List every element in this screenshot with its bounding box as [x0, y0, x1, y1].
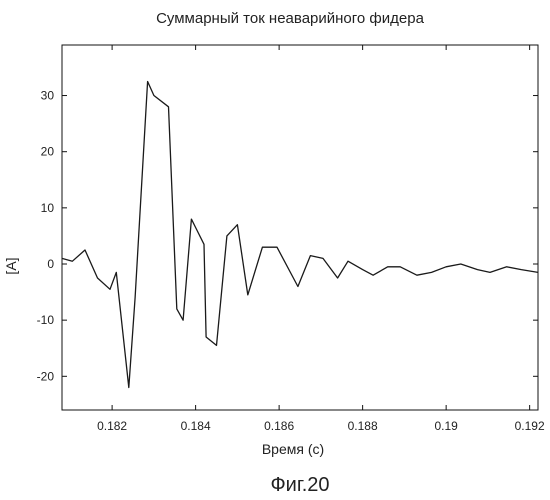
x-tick-label: 0.186	[264, 419, 294, 433]
y-tick-label: 30	[41, 89, 55, 103]
x-axis-label: Время (с)	[262, 441, 324, 457]
plot-frame	[62, 45, 538, 410]
y-axis-label: [A]	[3, 257, 19, 274]
axes	[62, 45, 538, 410]
y-tick-label: 10	[41, 201, 55, 215]
y-tick-label: 0	[47, 257, 54, 271]
x-tick-label: 0.184	[181, 419, 211, 433]
y-tick-label: -20	[37, 369, 55, 383]
x-tick-label: 0.19	[434, 419, 458, 433]
series-group	[62, 82, 538, 388]
figure-caption: Фиг.20	[270, 474, 329, 496]
series-line	[62, 82, 538, 388]
chart-title: Суммарный ток неаварийного фидера	[156, 10, 425, 27]
y-tick-label: 20	[41, 145, 55, 159]
x-tick-label: 0.182	[97, 419, 127, 433]
y-tick-label: -10	[37, 313, 55, 327]
y-ticks: 30 20 10 0 -10 -20	[37, 89, 538, 384]
x-tick-label: 0.192	[515, 419, 545, 433]
x-tick-label: 0.188	[348, 419, 378, 433]
